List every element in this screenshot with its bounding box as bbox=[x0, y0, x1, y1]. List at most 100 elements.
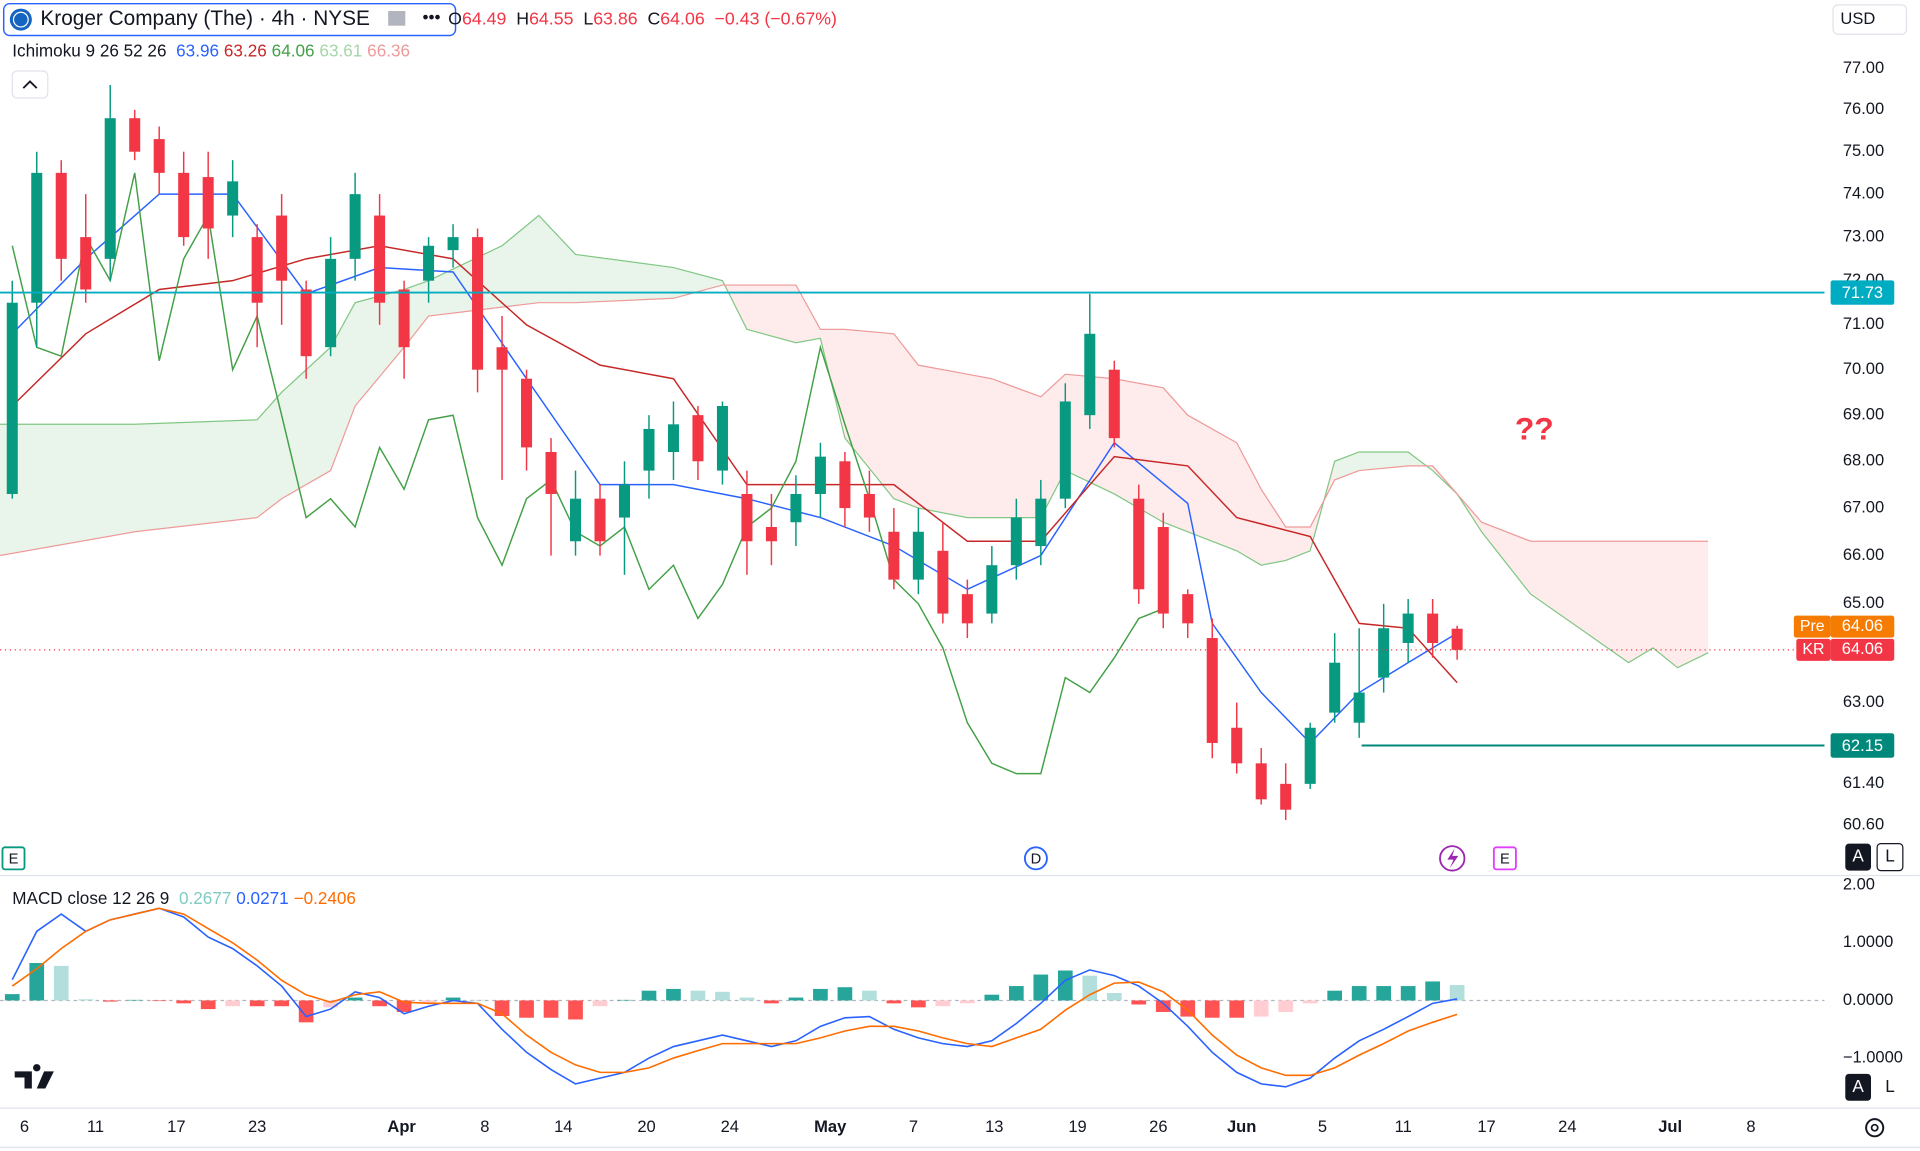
histogram-bar bbox=[960, 1000, 975, 1004]
cloud-segment bbox=[844, 329, 894, 499]
macd-title[interactable]: MACD close 12 26 9 bbox=[12, 887, 169, 907]
cloud-segment bbox=[967, 374, 992, 518]
indicator-name[interactable]: Ichimoku 9 26 52 26 bbox=[12, 40, 166, 60]
cloud-segment bbox=[1114, 378, 1164, 523]
histogram-bar bbox=[739, 997, 755, 1001]
span-b-line bbox=[0, 284, 1709, 557]
candle-body bbox=[349, 194, 361, 259]
log-button[interactable] bbox=[1876, 843, 1904, 872]
candle-body bbox=[1329, 662, 1341, 713]
candle-body bbox=[594, 498, 606, 542]
y-tick-label: 74.00 bbox=[1843, 183, 1884, 202]
candle-body bbox=[398, 289, 410, 348]
candle-body bbox=[1157, 527, 1169, 614]
y-tick-label: 68.00 bbox=[1843, 451, 1884, 470]
candle-body bbox=[1280, 783, 1292, 810]
histogram-bar bbox=[29, 963, 45, 1001]
candle-body bbox=[716, 406, 728, 471]
x-tick-label: 8 bbox=[1746, 1117, 1755, 1136]
settings-icon[interactable] bbox=[1865, 1118, 1885, 1138]
histogram-bar bbox=[984, 994, 1000, 1001]
symbol-box[interactable] bbox=[2, 2, 457, 37]
candle-body bbox=[937, 550, 949, 614]
candle-body bbox=[31, 172, 43, 303]
button-label[interactable]: A bbox=[1852, 1076, 1864, 1096]
candle-body bbox=[863, 493, 875, 518]
macd-line bbox=[11, 907, 1458, 1088]
histogram-bar bbox=[323, 1000, 338, 1008]
log-button[interactable] bbox=[1876, 1073, 1904, 1102]
collapse-button[interactable] bbox=[11, 70, 49, 99]
candle-body bbox=[447, 237, 459, 251]
histogram-bar bbox=[470, 999, 485, 1001]
tv-logo[interactable] bbox=[14, 1064, 54, 1089]
event-split[interactable] bbox=[1439, 845, 1466, 872]
histogram-bar bbox=[1229, 1000, 1245, 1018]
symbol-logo-ring bbox=[12, 11, 29, 28]
cloud-segment bbox=[1579, 541, 1629, 663]
currency-box[interactable] bbox=[1832, 4, 1908, 35]
histogram-bar bbox=[1327, 990, 1343, 1001]
cloud-segment bbox=[1065, 374, 1115, 494]
histogram-bar bbox=[911, 1000, 926, 1008]
ohlc-label: L bbox=[583, 8, 593, 28]
symbol-badge-label: KR bbox=[1802, 641, 1824, 658]
candle-body bbox=[839, 461, 851, 509]
flag-icon[interactable] bbox=[388, 11, 406, 26]
candle-body bbox=[545, 452, 557, 494]
candle-body bbox=[496, 347, 508, 370]
x-tick-label: 11 bbox=[87, 1117, 104, 1136]
histogram-bar bbox=[690, 990, 706, 1001]
candle-body bbox=[521, 378, 533, 448]
event-dividend[interactable] bbox=[1023, 846, 1048, 871]
candle-body bbox=[1108, 369, 1120, 439]
histogram-bar bbox=[200, 1000, 216, 1010]
event-label[interactable]: D bbox=[1031, 851, 1042, 867]
auto-button[interactable] bbox=[1845, 843, 1872, 871]
x-tick-label: 24 bbox=[1558, 1117, 1576, 1136]
currency[interactable]: USD bbox=[1840, 9, 1875, 28]
candle-body bbox=[1182, 594, 1194, 624]
more-icon[interactable]: ••• bbox=[422, 7, 440, 27]
x-tick-label: 11 bbox=[1395, 1117, 1412, 1136]
ohlc-value: 64.55 bbox=[529, 8, 574, 28]
auto-button[interactable] bbox=[1845, 1073, 1872, 1101]
cloud-segment bbox=[0, 424, 135, 556]
button-label[interactable]: L bbox=[1885, 846, 1895, 866]
candle-body bbox=[1206, 638, 1218, 743]
histogram-bar bbox=[1425, 981, 1440, 1001]
candle-body bbox=[1010, 517, 1022, 566]
histogram-bar bbox=[543, 1000, 559, 1018]
histogram-bar bbox=[1253, 1000, 1269, 1017]
candle-body bbox=[374, 215, 386, 303]
cloud-segment bbox=[404, 280, 429, 348]
histogram-bar bbox=[764, 1000, 779, 1004]
candle-body bbox=[1451, 628, 1463, 650]
histogram-bar bbox=[1204, 1000, 1220, 1018]
candle-body bbox=[1402, 613, 1414, 643]
symbol-title[interactable]: Kroger Company (The) · 4h · NYSE bbox=[40, 7, 369, 30]
x-tick-label: 17 bbox=[167, 1117, 185, 1136]
x-tick-label: 19 bbox=[1068, 1117, 1086, 1136]
histogram-bar bbox=[1278, 1000, 1294, 1012]
histogram-bar bbox=[274, 1000, 289, 1007]
pre-badge bbox=[1830, 615, 1895, 638]
y-tick-label: −1.0000 bbox=[1843, 1047, 1903, 1066]
button-label[interactable]: L bbox=[1885, 1076, 1895, 1096]
histogram-bar bbox=[1106, 992, 1122, 1001]
button-label[interactable]: A bbox=[1852, 846, 1864, 866]
y-tick-label: 75.00 bbox=[1843, 141, 1884, 160]
histogram-bar bbox=[1400, 986, 1416, 1001]
event-label[interactable]: E bbox=[9, 851, 19, 867]
candle-body bbox=[912, 531, 924, 580]
candle-body bbox=[643, 428, 655, 471]
y-tick-label: 65.00 bbox=[1843, 593, 1884, 612]
histogram-bar bbox=[102, 1000, 118, 1002]
ohlc-label: O bbox=[448, 8, 462, 28]
event-label[interactable]: E bbox=[1500, 851, 1510, 867]
event-earnings[interactable] bbox=[1492, 846, 1517, 871]
ohlc-label: H bbox=[516, 8, 529, 28]
x-tick-label: 24 bbox=[721, 1117, 739, 1136]
event-earnings[interactable] bbox=[1, 846, 26, 871]
